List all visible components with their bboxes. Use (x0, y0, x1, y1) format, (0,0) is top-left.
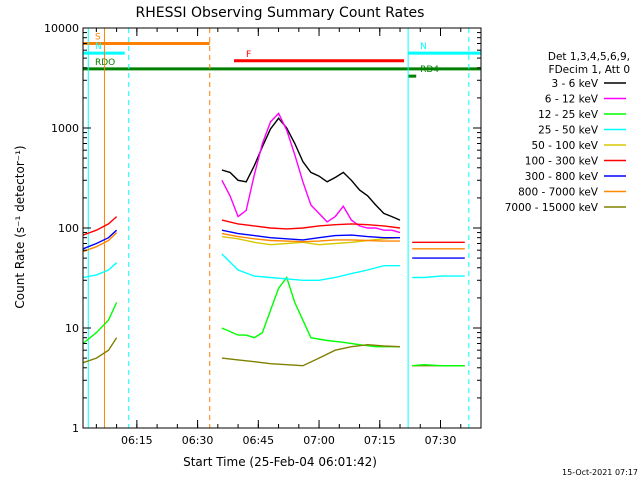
legend-label-25-50-kev: 25 - 50 keV (538, 125, 599, 137)
legend-label-7000-15000-kev: 7000 - 15000 keV (505, 202, 599, 214)
axes: 1 10 100 1000 10000 06:15 06:30 06:45 07:00 07:15… (44, 22, 482, 447)
pre-series-300-800-kev (82, 229, 118, 250)
y-tick-label: 100 (58, 222, 79, 235)
y-tick-label: 1000 (51, 122, 79, 135)
flag-label-rd4: RD4 (420, 65, 439, 75)
x-tick-label: 06:45 (242, 434, 274, 447)
pre-series-800-7000-kev (82, 232, 118, 253)
series-12-25-kev (221, 276, 400, 348)
post-series-12-25-kev (412, 363, 465, 367)
legend-label-3-6-kev: 3 - 6 keV (551, 78, 598, 90)
x-tick-label: 06:15 (121, 434, 153, 447)
x-tick-label: 07:15 (364, 434, 396, 447)
series-6-12-kev (221, 112, 401, 234)
x-tick-label: 07:30 (425, 434, 457, 447)
x-tick-label: 07:00 (303, 434, 335, 447)
series-100-300-kev (221, 219, 401, 230)
series-300-800-kev (221, 229, 400, 241)
flag-label-s: S (95, 32, 101, 42)
y-axis-label: Count Rate (s⁻¹ detector⁻¹) (13, 145, 27, 308)
series-7000-15000-kev (221, 343, 401, 367)
pre-series-25-50-kev (82, 262, 118, 279)
legend-header: Det 1,3,4,5,6,9, (548, 51, 630, 63)
flag-label-n: N (95, 42, 102, 52)
legend-label-800-7000-kev: 800 - 7000 keV (518, 187, 599, 199)
x-axis-label: Start Time (25-Feb-04 06:01:42) (183, 455, 377, 469)
legend-label-6-12-kev: 6 - 12 keV (545, 94, 599, 106)
flag-label-rdo: RDO (95, 58, 115, 68)
flag-label-n: N (420, 42, 427, 52)
series-800-7000-kev (221, 232, 400, 243)
y-tick-label: 10 (65, 322, 79, 335)
legend-label-12-25-kev: 12 - 25 keV (538, 109, 599, 121)
y-tick-label: 10000 (44, 22, 79, 35)
legend-label-100-300-kev: 100 - 300 keV (525, 156, 599, 168)
legend-label-300-800-kev: 300 - 800 keV (525, 171, 599, 183)
pre-series-12-25-kev (82, 302, 118, 345)
flag-label-f: F (246, 50, 251, 60)
legend-header: FDecim 1, Att 0 (549, 64, 630, 76)
x-tick-label: 06:30 (182, 434, 214, 447)
series-25-50-kev (221, 253, 400, 281)
legend: Det 1,3,4,5,6,9,FDecim 1, Att 0 3 - 6 keV… (505, 51, 630, 214)
pre-series-7000-15000-kev (82, 337, 118, 364)
y-tick-label: 1 (72, 422, 79, 435)
pre-series-100-300-kev (82, 216, 118, 236)
legend-label-50-100-kev: 50 - 100 keV (531, 140, 598, 152)
series-3-6-kev (221, 117, 401, 221)
post-series-25-50-kev (412, 275, 465, 279)
chart-title: RHESSI Observing Summary Count Rates (136, 5, 425, 21)
footer-timestamp: 15-Oct-2021 07:17 (562, 468, 638, 477)
